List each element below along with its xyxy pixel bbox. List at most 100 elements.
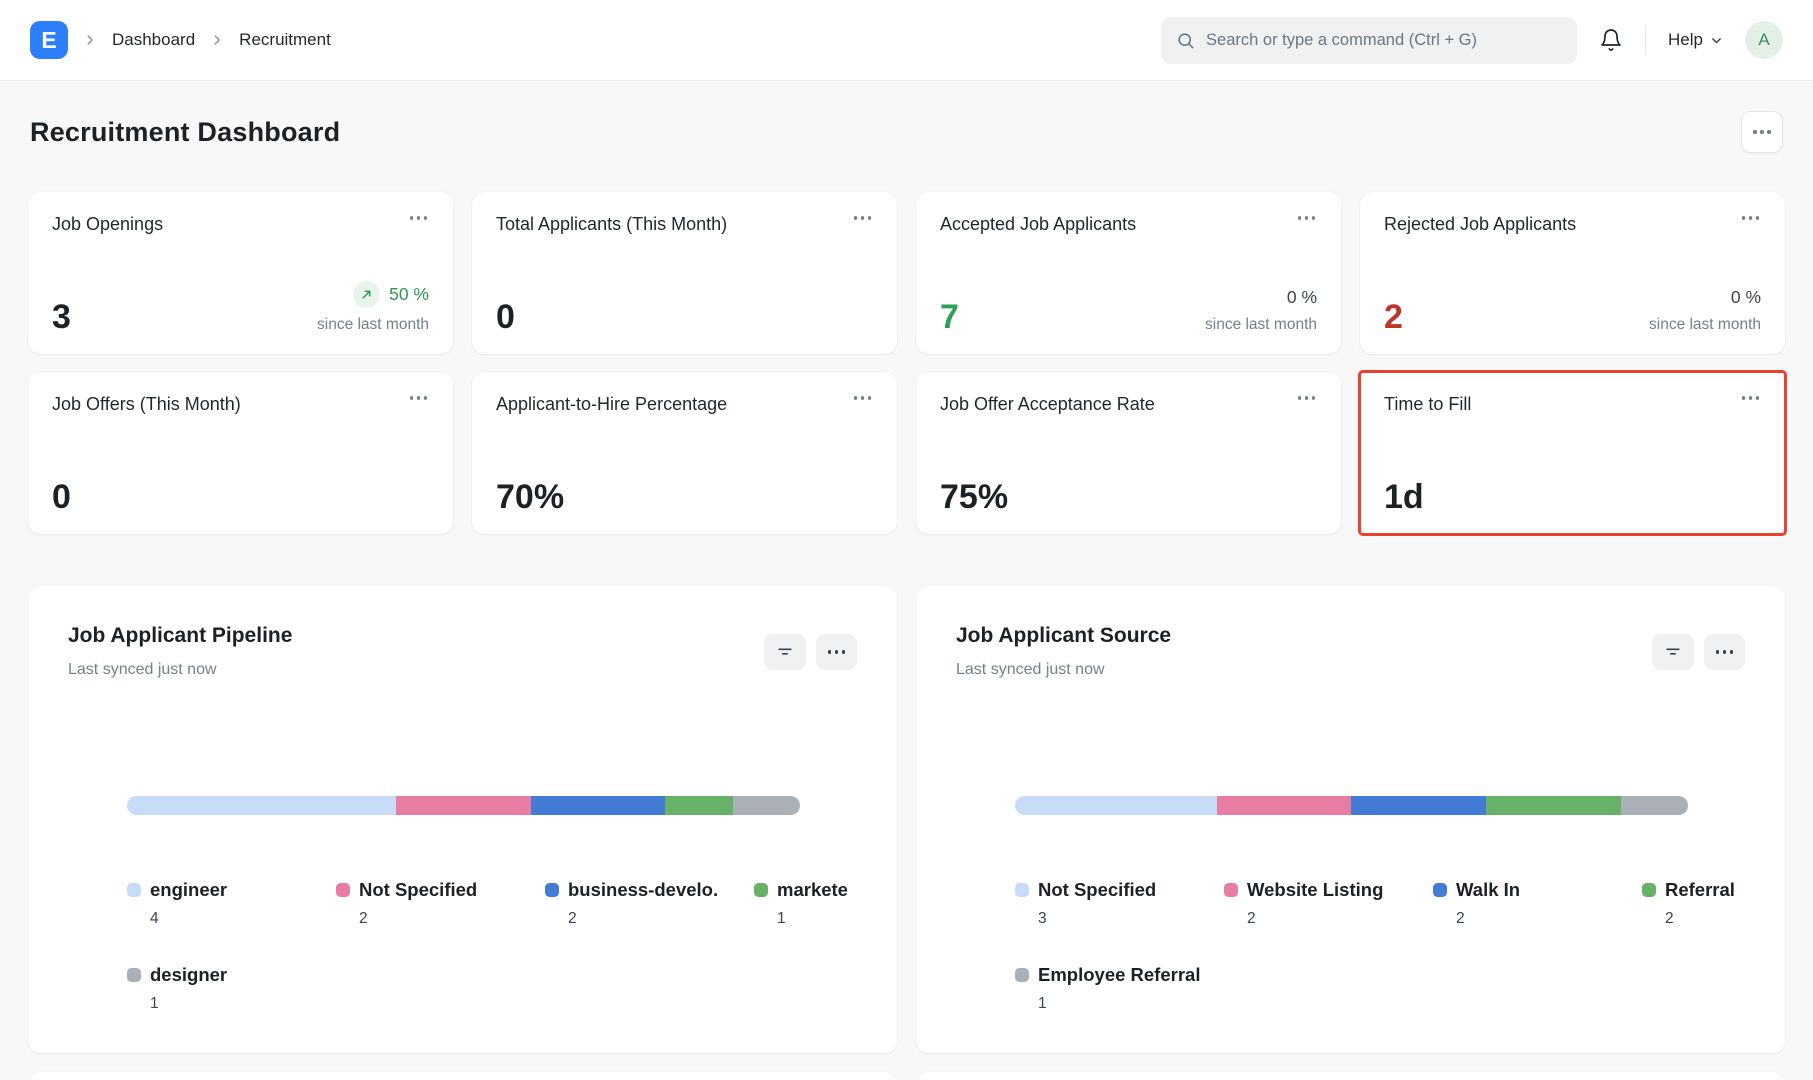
legend-label: markete [777,879,848,901]
card-menu-button[interactable] [406,212,432,224]
card-offer-acceptance-rate: Job Offer Acceptance Rate 75% [916,372,1341,534]
page-title: Recruitment Dashboard [30,117,340,148]
legend-swatch [1015,968,1029,982]
card-title: Applicant-to-Hire Percentage [496,394,873,415]
navbar-actions: Search or type a command (Ctrl + G) Help… [1161,17,1783,64]
legend-item: Not Specified3 [1015,879,1224,928]
legend-item: engineer4 [127,879,336,928]
legend-item: Referral 2 [1642,879,1745,928]
card-menu-button[interactable] [850,392,876,404]
legend-label: Walk In [1456,879,1520,901]
ellipsis-icon [828,650,846,654]
card-value: 0 [496,300,515,334]
legend-swatch [1642,883,1656,897]
legend-value: 2 [1456,910,1642,928]
legend: engineer4 Not Specified 2business-develo.2… [127,879,857,1013]
bar-segment [1217,796,1352,815]
chart-filter-button[interactable] [1652,634,1694,670]
breadcrumb-item-recruitment[interactable]: Recruitment [239,30,331,50]
card-title: Job Offers (This Month) [52,394,429,415]
bar-segment [1351,796,1486,815]
card-menu-button[interactable] [1294,392,1320,404]
filter-icon [1664,643,1682,661]
legend-label: Not Specified [359,879,477,901]
legend-swatch [1015,883,1029,897]
chart-title: Job Applicant Source [956,624,1745,648]
bar-segment [1621,796,1688,815]
legend-label: Website Listing [1247,879,1383,901]
card-value: 3 [52,300,71,334]
legend-label: designer [150,964,227,986]
legend-value: 1 [1038,995,1224,1013]
help-menu[interactable]: Help [1668,30,1723,50]
percentage-bar [1015,796,1688,815]
card-value: 1d [1384,480,1424,514]
card-value: 75% [940,480,1008,514]
card-menu-button[interactable] [406,392,432,404]
help-label: Help [1668,30,1703,50]
search-input[interactable]: Search or type a command (Ctrl + G) [1161,17,1577,64]
page-header: Recruitment Dashboard [0,81,1813,153]
number-cards-grid: Job Openings 3 50 % since last month Tot… [0,192,1813,534]
dashboard-menu-button[interactable] [1741,111,1783,153]
card-title: Time to Fill [1384,394,1761,415]
chevron-down-icon [1710,34,1723,47]
breadcrumb: E Dashboard Recruitment [30,21,331,59]
notifications-bell-icon[interactable] [1599,28,1623,52]
legend-value: 2 [1665,910,1745,928]
filter-icon [776,643,794,661]
legend-label: Referral [1665,879,1735,901]
partial-card [28,1072,897,1080]
card-menu-button[interactable] [1738,212,1764,224]
chart-job-applicant-pipeline: Job Applicant Pipeline Last synced just … [28,586,897,1053]
legend-value: 1 [777,910,857,928]
legend-item: business-develo.2 [545,879,754,928]
ellipsis-icon [1716,650,1734,654]
card-menu-button[interactable] [1738,392,1764,404]
legend-label: engineer [150,879,227,901]
bar-segment [733,796,800,815]
navbar: E Dashboard Recruitment Search or type a… [0,0,1813,81]
ellipsis-icon [1749,126,1775,138]
card-menu-button[interactable] [850,212,876,224]
breadcrumb-item-dashboard[interactable]: Dashboard [112,30,195,50]
search-placeholder: Search or type a command (Ctrl + G) [1206,31,1477,50]
card-total-applicants: Total Applicants (This Month) 0 [472,192,897,354]
card-title: Job Openings [52,214,429,235]
avatar[interactable]: A [1745,21,1783,59]
bar-segment [1486,796,1621,815]
change-percent: 50 % [389,284,429,305]
legend-swatch [336,883,350,897]
chevron-right-icon [210,33,224,47]
legend-swatch [754,883,768,897]
card-menu-button[interactable] [1294,212,1320,224]
bar-segment [665,796,732,815]
legend-item: Website Listing2 [1224,879,1433,928]
legend-item: Employee Referral1 [1015,964,1224,1013]
card-applicant-to-hire: Applicant-to-Hire Percentage 70% [472,372,897,534]
card-title: Accepted Job Applicants [940,214,1317,235]
charts-row: Job Applicant Pipeline Last synced just … [0,586,1813,1053]
chart-filter-button[interactable] [764,634,806,670]
bar-segment [396,796,531,815]
legend-swatch [127,883,141,897]
chart-last-synced: Last synced just now [68,661,857,679]
legend-swatch [545,883,559,897]
change-percent: 0 % [1731,287,1761,308]
chart-menu-button[interactable] [1704,634,1746,670]
card-rejected-applicants: Rejected Job Applicants 2 0 % since last… [1360,192,1785,354]
bar-segment [531,796,666,815]
change-subtext: since last month [1205,316,1317,334]
legend-value: 2 [359,910,545,928]
legend-value: 1 [150,995,336,1013]
legend-label: Not Specified [1038,879,1156,901]
change-subtext: since last month [1649,316,1761,334]
chart-last-synced: Last synced just now [956,661,1745,679]
app-logo[interactable]: E [30,21,68,59]
legend-item: Walk In 2 [1433,879,1642,928]
card-value: 7 [940,300,959,334]
legend-swatch [1224,883,1238,897]
chart-menu-button[interactable] [816,634,858,670]
legend-swatch [127,968,141,982]
bar-segment [127,796,396,815]
